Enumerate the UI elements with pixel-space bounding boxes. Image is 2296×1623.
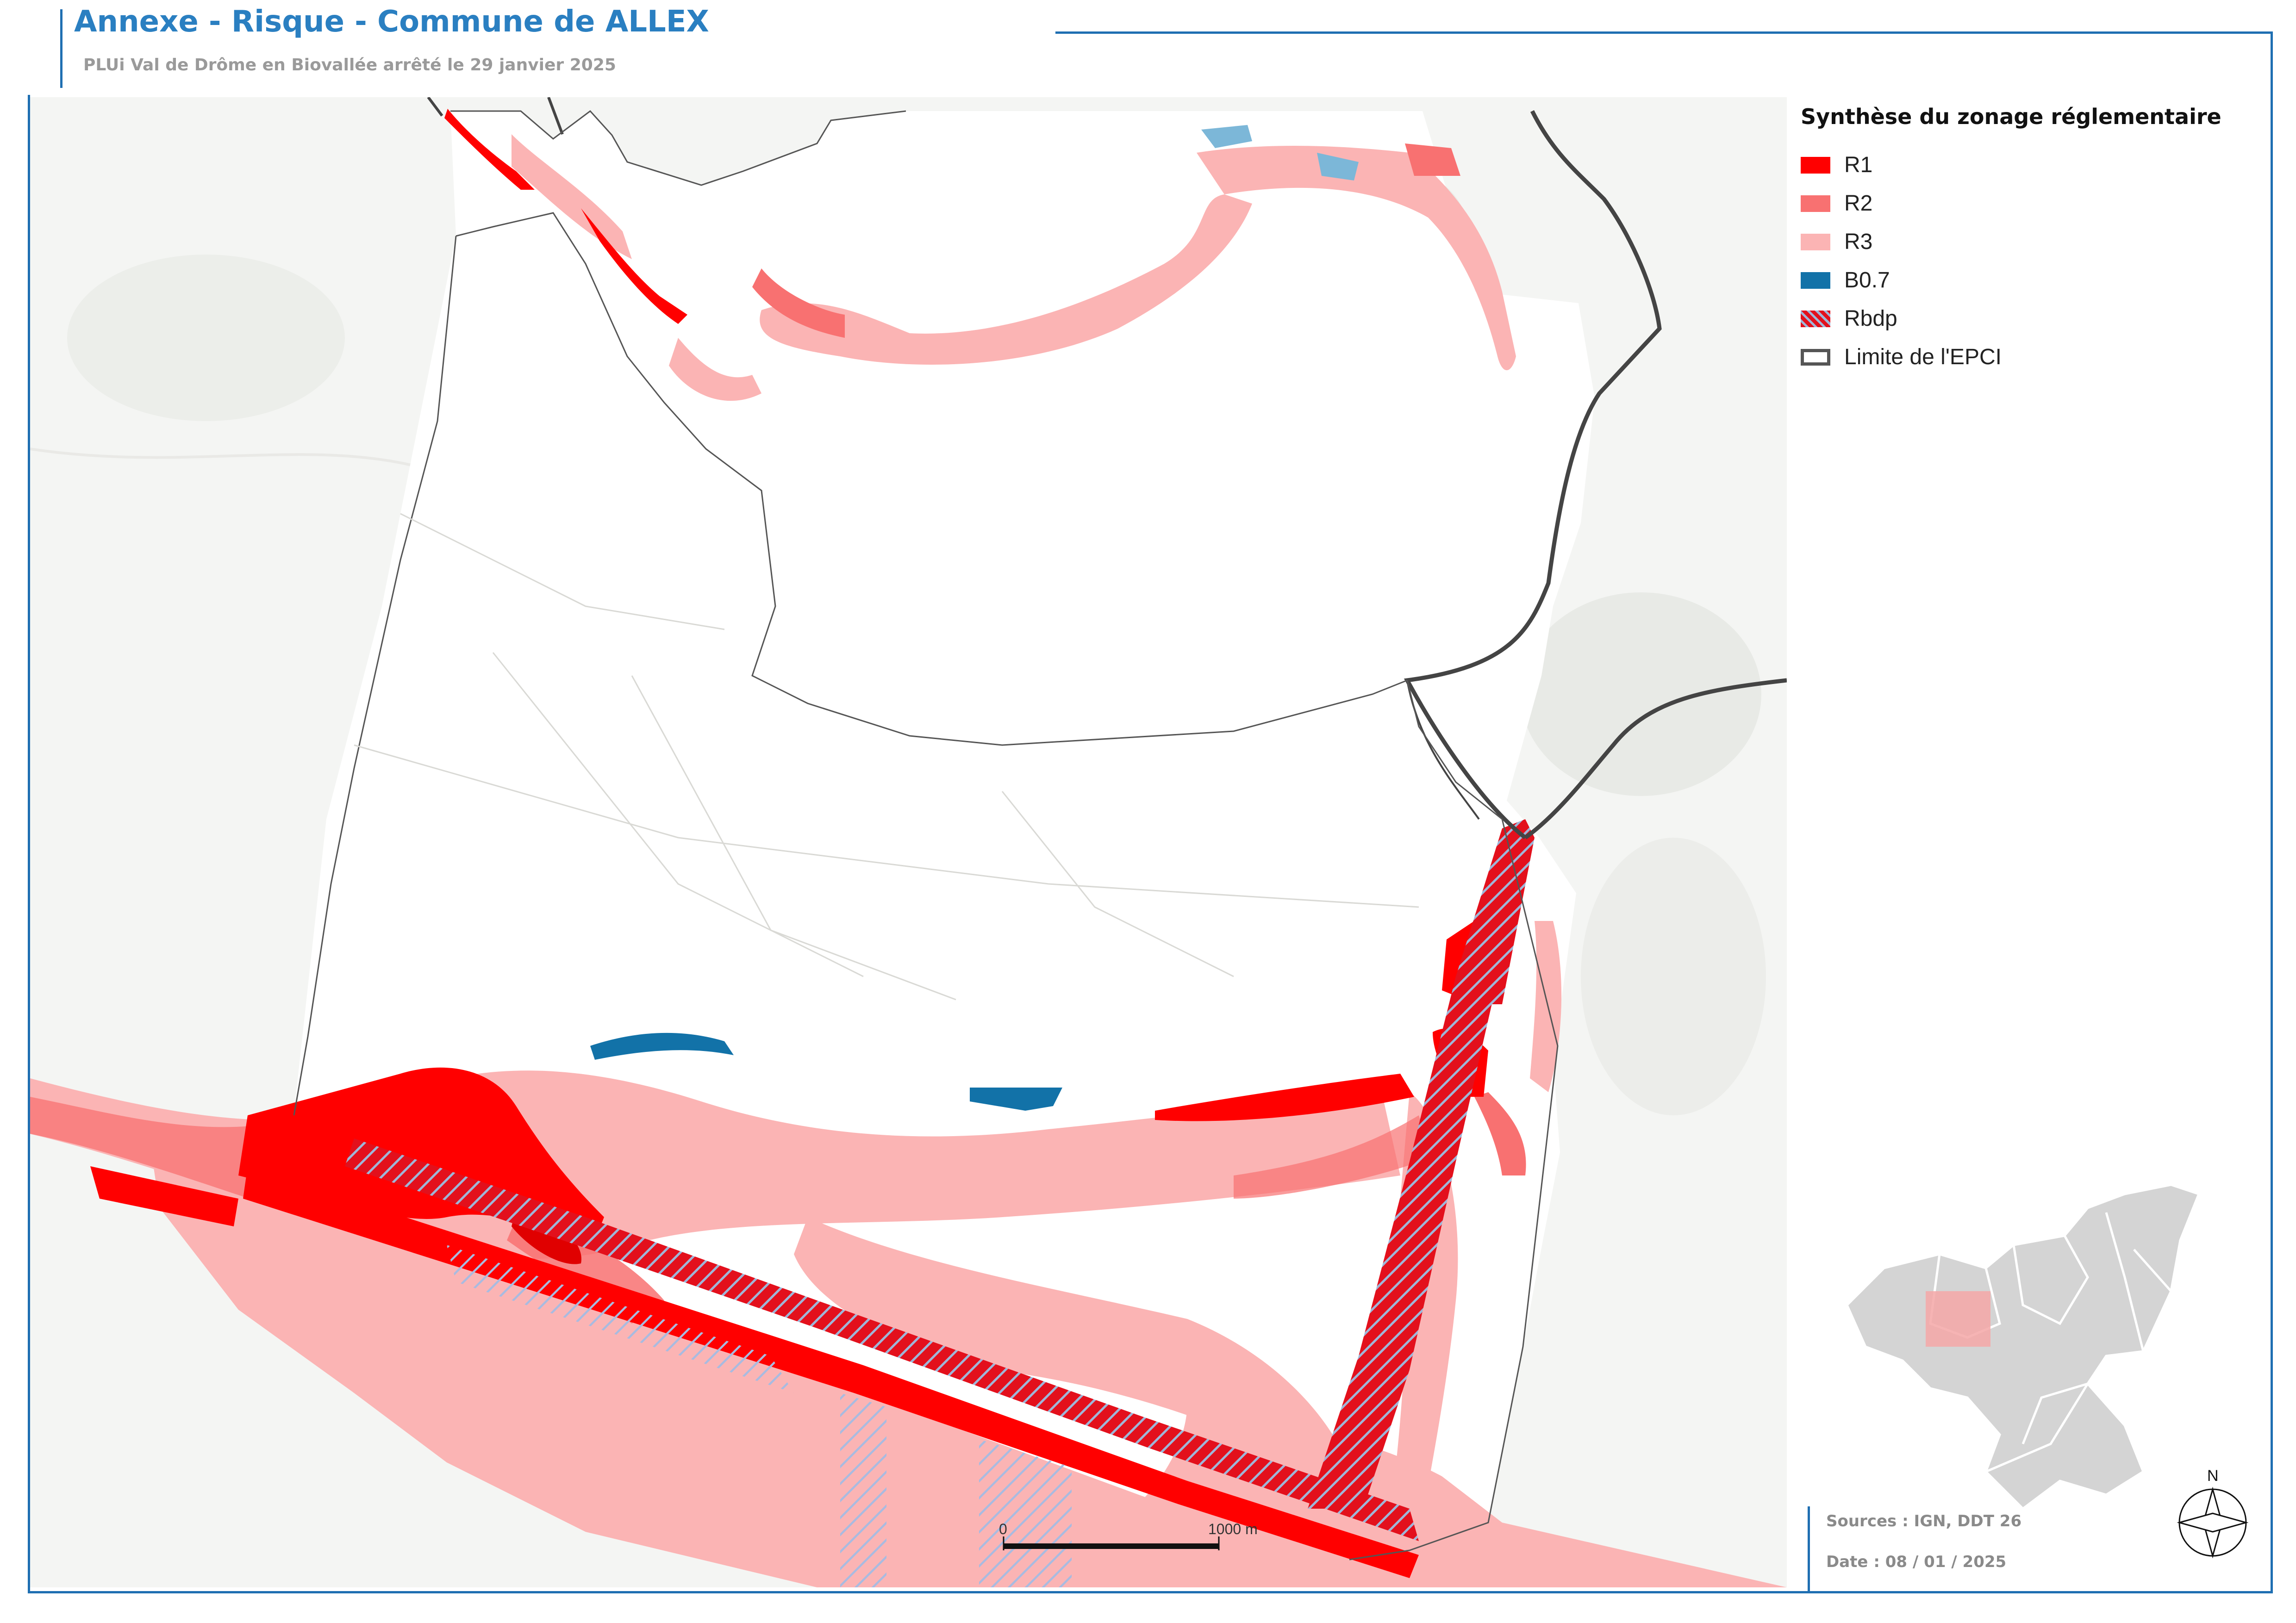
scale-end-label: 1000 m bbox=[1208, 1521, 1258, 1537]
legend-label-b07: B0.7 bbox=[1844, 268, 1890, 292]
map-legend: Synthèse du zonage réglementaire R1 R2 R… bbox=[1801, 104, 2264, 376]
date-text: Date : 08 / 01 / 2025 bbox=[1826, 1553, 2007, 1571]
legend-item-epci: Limite de l'EPCI bbox=[1801, 338, 2264, 376]
legend-label-r1: R1 bbox=[1844, 153, 1873, 177]
legend-label-r2: R2 bbox=[1844, 191, 1873, 216]
zone-b07 bbox=[590, 125, 1359, 1111]
frame-right bbox=[2271, 31, 2273, 1593]
frame-top-right bbox=[1055, 31, 2273, 34]
frame-bottom bbox=[28, 1591, 2273, 1593]
scale-bar: 0 1000 m bbox=[999, 1521, 1258, 1550]
commune-boundary bbox=[293, 110, 1559, 1561]
zone-rbdp bbox=[345, 819, 1535, 1541]
map-canvas[interactable]: 0 1000 m bbox=[30, 97, 1787, 1587]
legend-swatch-epci bbox=[1801, 348, 1830, 366]
legend-item-b07: B0.7 bbox=[1801, 261, 2264, 299]
zone-rbdp-outer bbox=[447, 1245, 1072, 1587]
north-arrow-label: N bbox=[2207, 1467, 2219, 1485]
scale-start-label: 0 bbox=[999, 1521, 1007, 1537]
page-title: Annexe - Risque - Commune de ALLEX bbox=[74, 5, 709, 39]
legend-item-rbdp: Rbdp bbox=[1801, 299, 2264, 338]
frame-left bbox=[28, 95, 30, 1593]
legend-swatch-r1 bbox=[1801, 156, 1830, 174]
legend-item-r2: R2 bbox=[1801, 184, 2264, 223]
frame-top-left-tick bbox=[60, 9, 62, 88]
legend-swatch-r3 bbox=[1801, 233, 1830, 250]
sources-box: Sources : IGN, DDT 26 Date : 08 / 01 / 2… bbox=[1808, 1506, 2088, 1592]
road-network bbox=[354, 513, 1419, 1001]
legend-label-r3: R3 bbox=[1844, 230, 1873, 254]
legend-label-epci: Limite de l'EPCI bbox=[1844, 345, 2002, 369]
north-arrow-icon: N bbox=[2177, 1467, 2249, 1559]
inset-highlight bbox=[1926, 1291, 1990, 1347]
legend-title: Synthèse du zonage réglementaire bbox=[1801, 104, 2221, 129]
legend-label-rbdp: Rbdp bbox=[1844, 306, 1897, 331]
legend-item-r3: R3 bbox=[1801, 223, 2264, 261]
legend-swatch-r2 bbox=[1801, 195, 1830, 212]
legend-swatch-rbdp bbox=[1801, 310, 1830, 327]
legend-item-r1: R1 bbox=[1801, 146, 2264, 184]
sources-text: Sources : IGN, DDT 26 bbox=[1826, 1512, 2022, 1530]
inset-locator-map bbox=[1847, 1185, 2201, 1511]
page-subtitle: PLUi Val de Drôme en Biovallée arrêté le… bbox=[83, 56, 616, 75]
legend-swatch-b07 bbox=[1801, 272, 1830, 289]
